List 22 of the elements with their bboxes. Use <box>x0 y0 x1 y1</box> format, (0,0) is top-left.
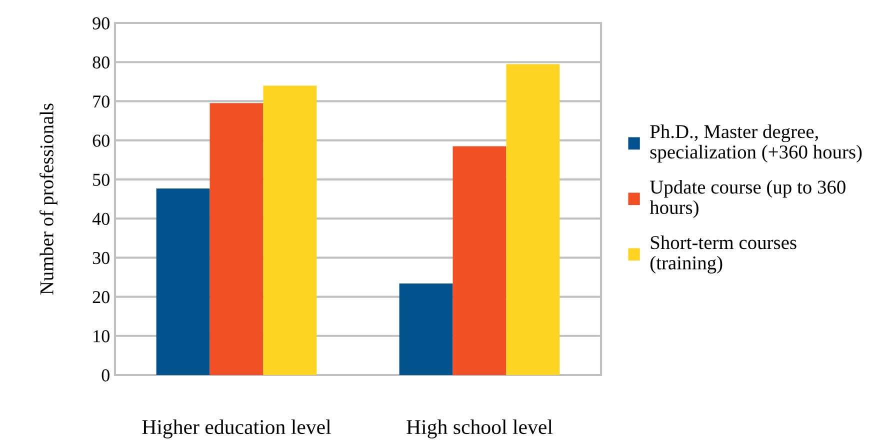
y-tick-label: 90 <box>92 17 110 30</box>
y-tick-label: 0 <box>102 369 110 382</box>
y-tick-label: 10 <box>94 330 110 342</box>
legend-label: Ph.D., Master degree, specialization (+360 hours) <box>650 124 862 163</box>
legend-label: Update course (up to 360 hours) <box>650 180 846 218</box>
bar <box>452 146 506 375</box>
x-tick-label: High school level <box>406 419 553 438</box>
y-tick-label: 40 <box>92 212 110 225</box>
bar <box>506 64 560 375</box>
y-axis-title: Number of professionals <box>40 104 58 295</box>
x-tick-label: Higher education level <box>142 419 331 438</box>
y-tick-label: 20 <box>92 291 110 304</box>
bar <box>399 283 453 375</box>
bar <box>210 103 264 375</box>
legend-label: Short-term courses (training) <box>650 235 796 274</box>
y-tick-label: 50 <box>93 174 110 186</box>
bar <box>263 86 317 375</box>
y-tick-label: 70 <box>93 95 110 108</box>
y-tick-label: 60 <box>92 134 110 147</box>
y-tick-label: 80 <box>92 56 110 69</box>
bar <box>156 188 210 375</box>
y-tick-label: 30 <box>92 252 110 264</box>
